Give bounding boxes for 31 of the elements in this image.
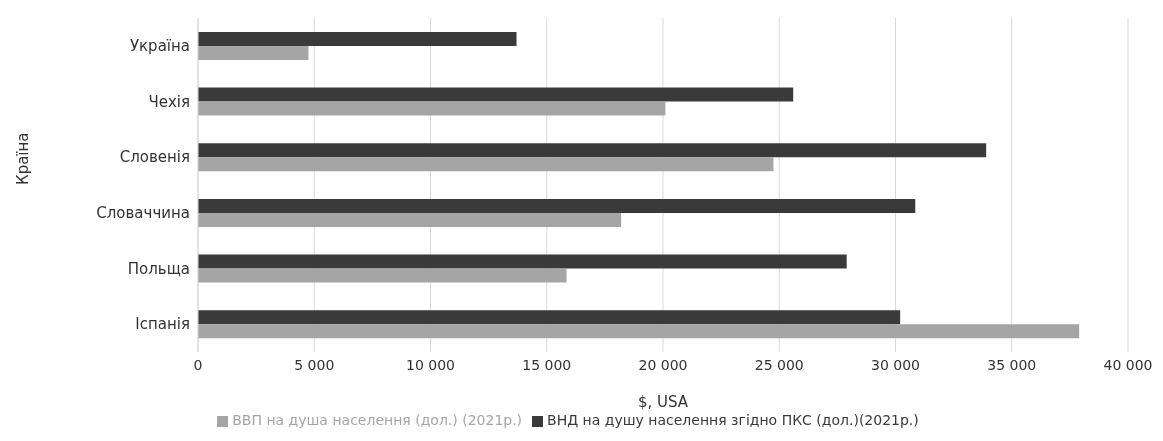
- bar: [198, 101, 666, 116]
- y-tick-label: Польща: [127, 259, 190, 278]
- x-tick-label: 0: [193, 356, 203, 373]
- bar: [198, 310, 901, 325]
- bar: [198, 254, 847, 269]
- bar: [198, 324, 1080, 339]
- legend-label: ВНД на душу населення згідно ПКС (дол.)(2021р.): [547, 412, 919, 428]
- bar: [198, 87, 794, 102]
- y-tick-label: Україна: [129, 37, 190, 56]
- x-tick-label: 25 000: [754, 356, 804, 373]
- y-axis-title: Країна: [14, 132, 33, 185]
- x-tick-label: 5 000: [294, 356, 335, 373]
- x-tick-label: 20 000: [638, 356, 688, 373]
- bar: [198, 31, 517, 46]
- y-tick-label: Чехія: [148, 92, 190, 111]
- bar: [198, 198, 916, 213]
- x-tick-label: 10 000: [406, 356, 455, 373]
- legend-label: ВВП на душа населення (дол.) (2021р.): [232, 412, 523, 428]
- x-axis-title: $, USA: [637, 393, 689, 411]
- x-tick-label: 30 000: [871, 356, 920, 373]
- bar: [198, 212, 622, 227]
- bar: [198, 157, 774, 172]
- bar: [198, 45, 309, 60]
- y-tick-label: Іспанія: [135, 315, 190, 334]
- x-tick-label: 40 000: [1103, 356, 1153, 373]
- bar: [198, 143, 987, 158]
- x-tick-label: 35 000: [987, 356, 1037, 373]
- y-tick-label: Словаччина: [96, 204, 190, 223]
- bar: [198, 268, 567, 283]
- y-tick-label: Словенія: [119, 148, 190, 167]
- x-tick-label: 15 000: [522, 356, 572, 373]
